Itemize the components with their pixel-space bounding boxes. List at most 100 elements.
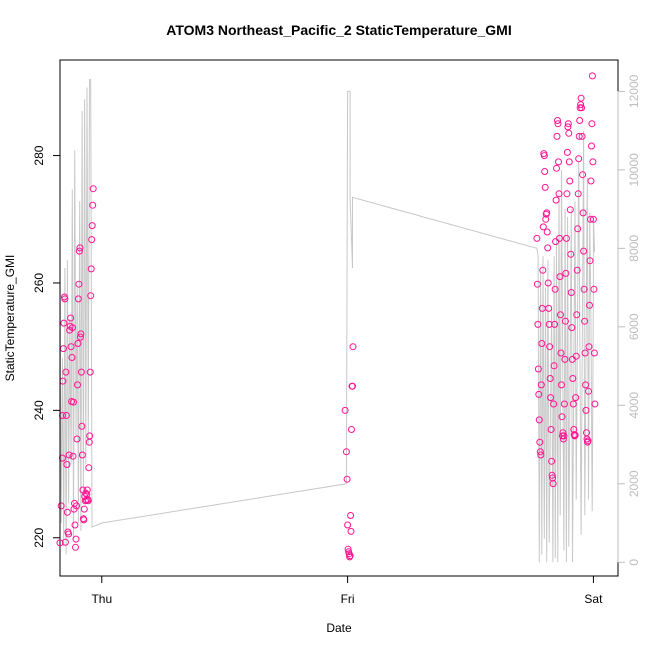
data-point [89, 201, 97, 209]
x-tick-label: Fri [341, 592, 355, 606]
y2-tick-label: 10000 [627, 153, 641, 187]
data-point [561, 317, 569, 325]
data-point [538, 340, 546, 347]
data-point [575, 132, 583, 140]
data-point [586, 301, 593, 309]
data-point [551, 285, 559, 293]
data-point [554, 120, 562, 128]
data-point [573, 266, 581, 274]
data-point [87, 292, 95, 300]
y-axis-right: 0 2000 4000 6000 8000 10000 12000 [617, 74, 641, 566]
data-point [588, 120, 596, 128]
data-point [552, 196, 560, 204]
y-tick-label: 240 [32, 400, 46, 420]
data-point [347, 512, 355, 519]
data-point [341, 406, 349, 414]
data-point [571, 431, 579, 439]
data-point [572, 352, 580, 360]
x-tick-label: Sat [584, 592, 603, 606]
data-point [553, 164, 560, 172]
data-point [78, 422, 86, 430]
data-point [550, 400, 558, 408]
data-point [552, 238, 560, 246]
x-axis-label: Date [326, 621, 352, 635]
data-point [580, 247, 588, 255]
data-point [83, 486, 91, 494]
data-point [82, 489, 90, 497]
data-point [72, 543, 79, 551]
data-point [585, 387, 592, 395]
y-tick-label: 280 [32, 145, 46, 165]
data-point [541, 168, 549, 175]
data-point [565, 129, 573, 137]
data-point [61, 295, 69, 303]
data-point [569, 400, 577, 408]
data-point [77, 330, 85, 338]
data-point [547, 394, 555, 402]
data-point [569, 375, 577, 382]
data-point [346, 552, 354, 560]
data-point [564, 120, 572, 128]
data-point [62, 368, 70, 376]
data-point [567, 250, 575, 258]
data-point [74, 340, 82, 347]
data-point [86, 432, 94, 440]
y2-tick-label: 0 [627, 559, 641, 566]
data-point [587, 215, 594, 223]
data-point [74, 295, 82, 303]
data-point [589, 158, 597, 166]
y-tick-label: 220 [32, 527, 46, 547]
data-point [561, 355, 569, 363]
data-point [544, 279, 552, 287]
data-point [65, 530, 73, 538]
data-point [65, 451, 73, 459]
data-point [562, 234, 570, 242]
data-point [537, 451, 545, 459]
data-point [540, 152, 548, 160]
data-point [563, 190, 571, 198]
data-point [580, 285, 588, 293]
data-point [533, 234, 541, 242]
data-point [553, 132, 561, 140]
y2-tick-label: 12000 [627, 74, 641, 108]
data-point [578, 104, 586, 112]
data-point [579, 171, 587, 179]
data-point [75, 247, 83, 255]
data-point [555, 190, 563, 198]
data-point [567, 289, 575, 296]
data-point [536, 448, 544, 456]
data-point [588, 72, 596, 80]
data-point [71, 521, 79, 529]
data-point [546, 375, 554, 382]
data-point [566, 177, 574, 185]
data-point [559, 435, 567, 443]
data-point [72, 535, 80, 543]
data-point [572, 394, 580, 402]
data-point [69, 324, 76, 332]
data-point [576, 117, 584, 124]
data-point [555, 158, 562, 166]
data-point [546, 343, 554, 351]
data-point [73, 502, 80, 510]
data-point [581, 349, 589, 357]
line-series [59, 79, 596, 563]
data-point [63, 508, 71, 516]
data-point [342, 448, 350, 456]
data-point [349, 382, 356, 390]
data-point [590, 285, 598, 293]
data-point [349, 343, 357, 351]
data-point [535, 416, 543, 424]
data-point [62, 412, 70, 419]
data-point [562, 269, 570, 277]
data-point [344, 521, 352, 529]
y2-tick-label: 2000 [627, 470, 641, 497]
data-point [590, 349, 598, 357]
data-point [584, 437, 592, 445]
data-point [548, 471, 556, 479]
data-point [77, 368, 85, 376]
data-point [63, 461, 71, 468]
data-point [556, 273, 564, 281]
data-point [84, 497, 92, 505]
plot-frame [59, 59, 619, 577]
